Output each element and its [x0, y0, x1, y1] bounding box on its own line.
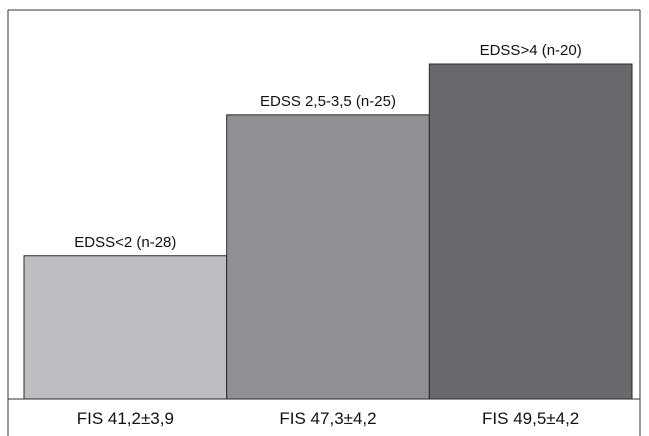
bar-label-2: EDSS 2,5-3,5 (n-25) [260, 93, 396, 110]
category-label-2: FIS 47,3±4,2 [279, 409, 376, 428]
category-label-1: FIS 41,2±3,9 [77, 409, 174, 428]
labels-group: EDSS<2 (n-28) FIS 41,2±3,9 EDSS 2,5-3,5 (n… [74, 42, 581, 428]
bar-label-3: EDSS>4 (n-20) [480, 42, 582, 59]
bars-group [23, 63, 633, 400]
bar-2 [226, 114, 430, 400]
bar-3 [428, 63, 633, 400]
category-label-3: FIS 49,5±4,2 [482, 409, 579, 428]
bar-label-1: EDSS<2 (n-28) [74, 234, 176, 251]
bar-1 [23, 255, 228, 400]
